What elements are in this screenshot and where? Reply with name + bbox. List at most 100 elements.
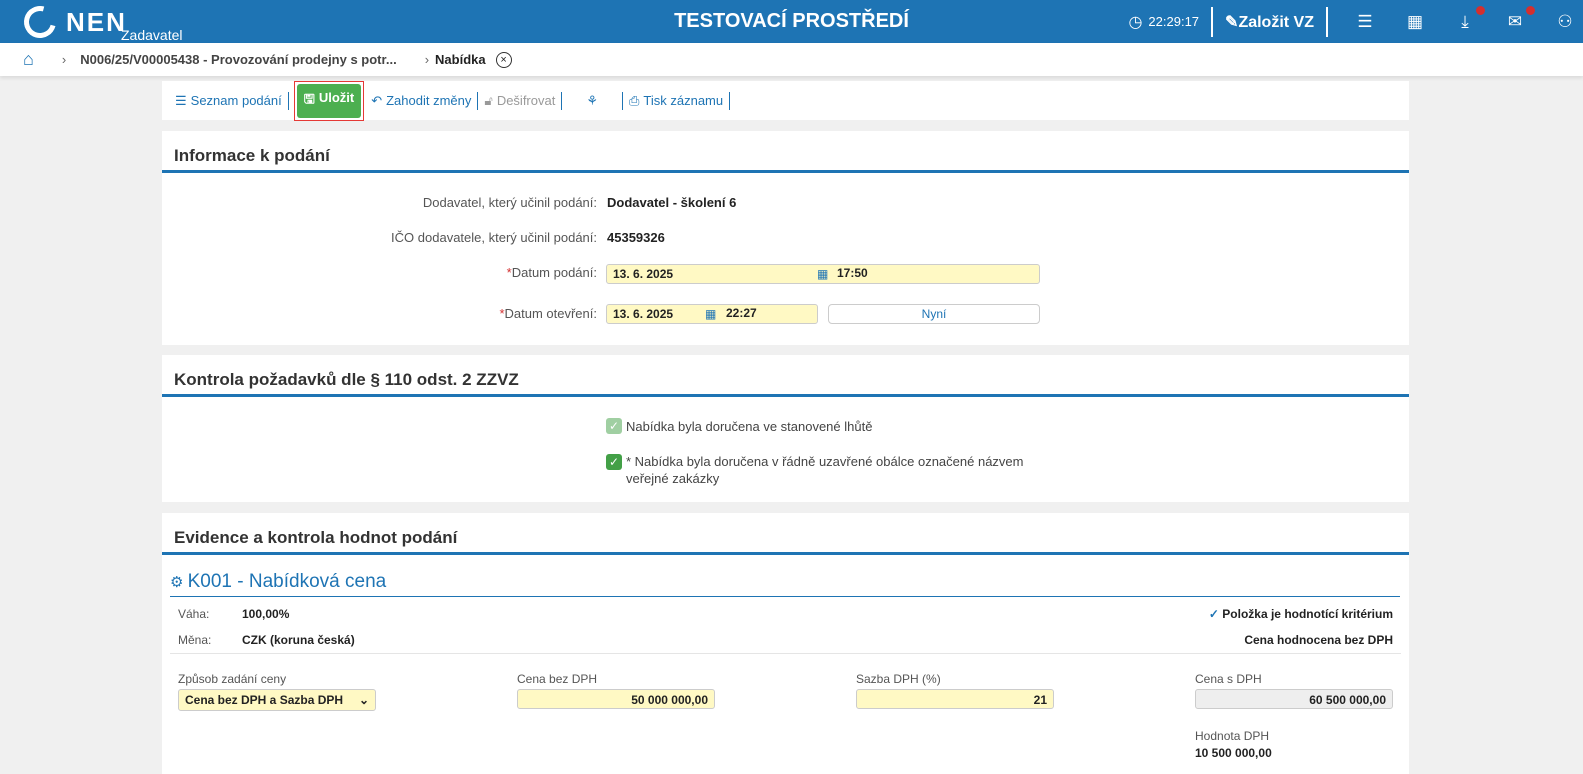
create-vz-button[interactable]: ✎ Založit VZ (1225, 12, 1314, 32)
currency-value: CZK (koruna česká) (242, 633, 355, 647)
calendar-icon[interactable]: ▦ (705, 307, 717, 321)
divider (561, 91, 563, 110)
nen-logo-icon[interactable] (18, 0, 62, 44)
date-opened-label: *Datum otevření: (499, 306, 597, 321)
check-icon: ✓ (1208, 607, 1223, 621)
menu-icon[interactable]: ☰ (1357, 11, 1373, 31)
puzzle-icon: ⚙ (170, 574, 188, 591)
ico-value: 45359326 (607, 230, 665, 245)
vat-rate-label: Sazba DPH (%) (856, 672, 941, 686)
calendar-icon[interactable]: ▦ (1406, 11, 1424, 31)
supplier-label: Dodavatel, který učinil podání: (422, 195, 597, 210)
weight-value: 100,00% (242, 607, 290, 621)
undo-icon: ↶ (371, 92, 383, 108)
price-input[interactable]: 50 000 000,00 (517, 689, 715, 709)
method-label: Způsob zadání ceny (178, 672, 287, 686)
save-icon: 🖫 (303, 90, 315, 106)
vat-label: Hodnota DPH (1195, 729, 1270, 743)
required-mark: * (506, 265, 512, 280)
award-button[interactable]: ⚘ (564, 93, 620, 109)
decrypt-label: Dešifrovat (496, 93, 556, 108)
print-button[interactable]: ⎙ Tisk záznamu (625, 93, 727, 109)
section-title: Informace k podání (162, 131, 1409, 173)
criterion-title: ⚙ K001 - Nabídková cena (170, 571, 1400, 597)
clock-icon: ◷ (1128, 13, 1143, 31)
unlock-icon: 🔓︎ (484, 92, 493, 108)
divider (170, 653, 1401, 654)
eval-note: Cena hodnocena bez DPH (1244, 633, 1393, 647)
download-icon[interactable]: ⤓ (1453, 5, 1485, 32)
label-text: Datum otevření: (504, 306, 598, 321)
date-opened-field[interactable]: 13. 6. 2025 (606, 304, 818, 324)
calendar-icon[interactable]: ▦ (817, 267, 829, 281)
divider (622, 91, 623, 110)
divider (1211, 6, 1214, 37)
chevron-right-icon: › (61, 52, 67, 67)
section-title: Evidence a kontrola hodnot podání (162, 513, 1409, 555)
currency-label: Měna: (178, 633, 212, 647)
home-icon[interactable]: ⌂ (23, 49, 34, 69)
price-vat-label: Cena s DPH (1195, 672, 1262, 686)
price-vat-value: 60 500 000,00 (1195, 689, 1393, 709)
toolbar: ☰ Seznam podání 🖫 Uložit ↶ Zahodit změny 🔓︎… (162, 80, 1409, 121)
section-title: Kontrola požadavků dle § 110 odst. 2 ZZV… (162, 355, 1409, 397)
label-text: Datum podání: (511, 265, 597, 280)
chevron-right-icon: › (424, 52, 430, 67)
divider (1326, 6, 1328, 37)
divider (729, 91, 731, 110)
create-label: Založit VZ (1238, 13, 1314, 31)
time: 22:29:17 (1148, 14, 1200, 29)
chevron-down-icon: ⌄ (358, 693, 369, 707)
method-select[interactable]: Cena bez DPH a Sazba DPH ⌄ (178, 689, 376, 711)
ico-label: IČO dodavatele, který učinil podání: (391, 230, 597, 245)
weight-label: Váha: (178, 607, 210, 621)
required-mark: * (499, 306, 505, 321)
supplier-value: Dodavatel - školení 6 (607, 195, 737, 210)
top-bar: NEN Zadavatel TESTOVACÍ PROSTŘEDÍ ◷ 22:2… (0, 0, 1583, 44)
user-icon[interactable]: ⚇ (1557, 11, 1573, 31)
award-icon: ⚘ (586, 92, 598, 108)
check-label: * Nabídka byla doručena v řádně uzavřené… (626, 454, 1024, 486)
info-section: Informace k podání Dodavatel, který učin… (162, 131, 1409, 345)
print-label: Tisk záznamu (643, 93, 724, 108)
save-button[interactable]: 🖫 Uložit (293, 80, 365, 121)
checkbox-deadline[interactable]: ✓ (606, 418, 622, 434)
notification-dot (1526, 5, 1535, 15)
breadcrumb-current: Nabídka (435, 52, 486, 67)
date-value: 13. 6. 2025 (613, 267, 674, 281)
now-button[interactable]: Nyní (828, 304, 1040, 324)
list-label: Seznam podání (190, 93, 282, 108)
breadcrumb: ⌂ › N006/25/V00005438 - Provozování prod… (0, 43, 1583, 76)
control-section: Kontrola požadavků dle § 110 odst. 2 ZZV… (162, 355, 1409, 502)
mail-icon[interactable]: ✉ (1503, 5, 1535, 32)
list-button[interactable]: ☰ Seznam podání (171, 93, 286, 109)
criterion-flag-label: Položka je hodnotící kritérium (1222, 607, 1393, 621)
save-label: Uložit (318, 89, 355, 105)
date-value: 13. 6. 2025 (613, 307, 674, 321)
vat-value: 10 500 000,00 (1195, 746, 1272, 760)
role: Zadavatel (121, 27, 183, 43)
time-submitted[interactable]: 17:50 (837, 266, 868, 280)
date-submitted-field[interactable]: 13. 6. 2025 (606, 264, 1040, 284)
vat-rate-input[interactable]: 21 (856, 689, 1054, 709)
time-opened[interactable]: 22:27 (726, 306, 757, 320)
notification-dot (1476, 5, 1485, 15)
divider (287, 91, 289, 110)
discard-button[interactable]: ↶ Zahodit změny (367, 93, 475, 109)
criterion-flag: ✓ Položka je hodnotící kritérium (1209, 607, 1393, 621)
close-icon[interactable]: × (495, 51, 512, 68)
divider (477, 91, 479, 110)
edit-icon: ✎ (1225, 13, 1239, 31)
criterion-label: K001 - Nabídková cena (187, 571, 387, 592)
discard-label: Zahodit změny (386, 93, 472, 108)
print-icon: ⎙ (629, 92, 640, 108)
brand: NEN (66, 7, 127, 37)
date-submitted-label: *Datum podání: (507, 265, 597, 280)
price-label: Cena bez DPH (517, 672, 598, 686)
checkbox-envelope[interactable]: ✓ (606, 454, 622, 470)
evidence-section: Evidence a kontrola hodnot podání ⚙ K001… (162, 513, 1409, 774)
method-value: Cena bez DPH a Sazba DPH (185, 693, 344, 707)
check-label: Nabídka byla doručena ve stanovené lhůtě (626, 419, 873, 434)
decrypt-button[interactable]: 🔓︎ Dešifrovat (480, 93, 559, 109)
breadcrumb-item[interactable]: N006/25/V00005438 - Provozování prodejny… (80, 52, 397, 67)
